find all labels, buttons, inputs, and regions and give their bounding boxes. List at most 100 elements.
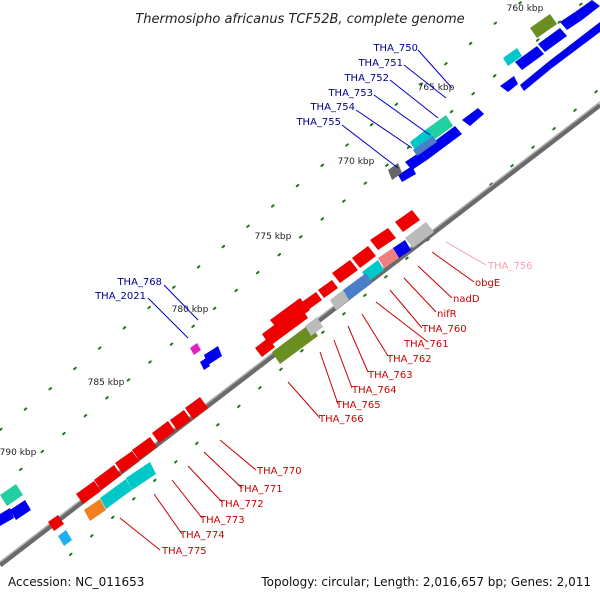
gene-block (76, 481, 101, 504)
map-title: Thermosipho africanus TCF52B, complete g… (135, 12, 464, 27)
tick-770: 770 kbp (338, 157, 375, 167)
label-tha-766: THA_766 (318, 414, 364, 425)
label-tha-774: THA_774 (179, 530, 225, 541)
label-tha-761: THA_761 (403, 339, 449, 350)
label-tha-765: THA_765 (335, 400, 381, 411)
label-tha-756: THA_756 (487, 261, 533, 272)
teal-block (0, 484, 23, 506)
pink-block (190, 343, 201, 355)
cyan-block (100, 479, 132, 509)
label-nadd: nadD (453, 294, 480, 305)
gene-block (48, 515, 64, 531)
gene-block (204, 346, 222, 365)
gene-block (575, 0, 600, 20)
steel-block (413, 136, 437, 156)
cyan-block (126, 462, 156, 490)
label-tha-762: THA_762 (386, 354, 432, 365)
label-tha-2021: THA_2021 (94, 291, 146, 302)
gene-block (318, 280, 338, 298)
gray-block (305, 317, 323, 336)
gene-block (302, 292, 322, 310)
cyan-block (58, 530, 72, 546)
gene-block (395, 210, 420, 232)
label-tha-763: THA_763 (367, 370, 413, 381)
label-tha-753: THA_753 (327, 88, 373, 99)
gene-block (420, 126, 462, 160)
gene-block (10, 500, 31, 520)
label-tha-755: THA_755 (295, 117, 341, 128)
gene-block (185, 397, 208, 419)
olive-block (272, 324, 318, 364)
label-tha-775: THA_775 (161, 546, 207, 557)
gray-block (405, 222, 434, 248)
label-nifr: nifR (437, 309, 457, 320)
gene-block (538, 28, 567, 52)
label-tha-750: THA_750 (372, 43, 418, 54)
gene-block (132, 437, 157, 460)
kbp-ticks: 760 kbp 765 kbp 770 kbp 775 kbp 780 kbp … (0, 4, 544, 458)
gray-block (388, 163, 402, 180)
reverse-cog-center (272, 222, 434, 364)
gene-block (170, 410, 191, 430)
pink-block (378, 248, 399, 268)
accession-text: Accession: NC_011653 (8, 575, 144, 589)
gene-block (520, 62, 552, 91)
reverse-genes-center (255, 210, 420, 357)
reverse-genes-lower (48, 397, 208, 531)
orange-block (84, 499, 106, 521)
gene-block (200, 358, 210, 370)
label-tha-771: THA_771 (237, 484, 283, 495)
tick-765: 765 kbp (418, 83, 455, 93)
gene-block (94, 465, 121, 490)
gene-block (398, 166, 416, 182)
label-obge: obgE (475, 278, 500, 289)
tick-780: 780 kbp (172, 305, 209, 315)
blue-block (393, 240, 411, 258)
forward-leaders (147, 49, 453, 339)
olive-block (530, 14, 557, 38)
gene-block (352, 246, 376, 268)
gene-block (262, 306, 308, 346)
label-tha-770: THA_770 (256, 466, 302, 477)
gene-block (515, 46, 544, 70)
forward-genes-top (398, 0, 600, 182)
outer-guide-line (19, 0, 588, 471)
label-tha-754: THA_754 (309, 102, 355, 113)
label-tha-773: THA_773 (199, 515, 245, 526)
forward-labels: THA_750 THA_751 THA_752 THA_753 THA_754 … (94, 43, 418, 302)
forward-genes-780 (190, 343, 222, 370)
teal-block (428, 115, 453, 139)
gene-block (548, 22, 600, 68)
gene-block (405, 152, 427, 170)
tick-760: 760 kbp (507, 4, 544, 14)
reverse-labels: THA_756 obgE nadD nifR THA_760 THA_761 T… (161, 261, 533, 557)
label-tha-751: THA_751 (357, 58, 403, 69)
label-tha-752: THA_752 (343, 73, 389, 84)
gene-block (115, 451, 139, 473)
reverse-cog-lower (58, 462, 156, 546)
cyan-block (503, 48, 522, 66)
gene-block (462, 108, 484, 126)
gene-block (0, 508, 14, 526)
gene-block (500, 76, 518, 92)
gray-block (330, 290, 349, 310)
forward-genes-left (0, 484, 31, 526)
label-tha-764: THA_764 (351, 385, 397, 396)
summary-text: Topology: circular; Length: 2,016,657 bp… (260, 575, 591, 589)
label-tha-768: THA_768 (116, 277, 162, 288)
steel-block (343, 273, 372, 300)
label-tha-772: THA_772 (218, 499, 264, 510)
tick-775: 775 kbp (255, 232, 292, 242)
gene-block (152, 421, 175, 443)
label-tha-760: THA_760 (421, 324, 467, 335)
tick-785: 785 kbp (88, 378, 125, 388)
inner-guide-line (69, 89, 599, 556)
gene-block (370, 228, 396, 250)
far-guide-line (0, 0, 526, 431)
reverse-leaders (119, 241, 487, 551)
gene-block (560, 12, 582, 30)
gene-block (332, 260, 358, 283)
tick-790: 790 kbp (0, 448, 37, 458)
